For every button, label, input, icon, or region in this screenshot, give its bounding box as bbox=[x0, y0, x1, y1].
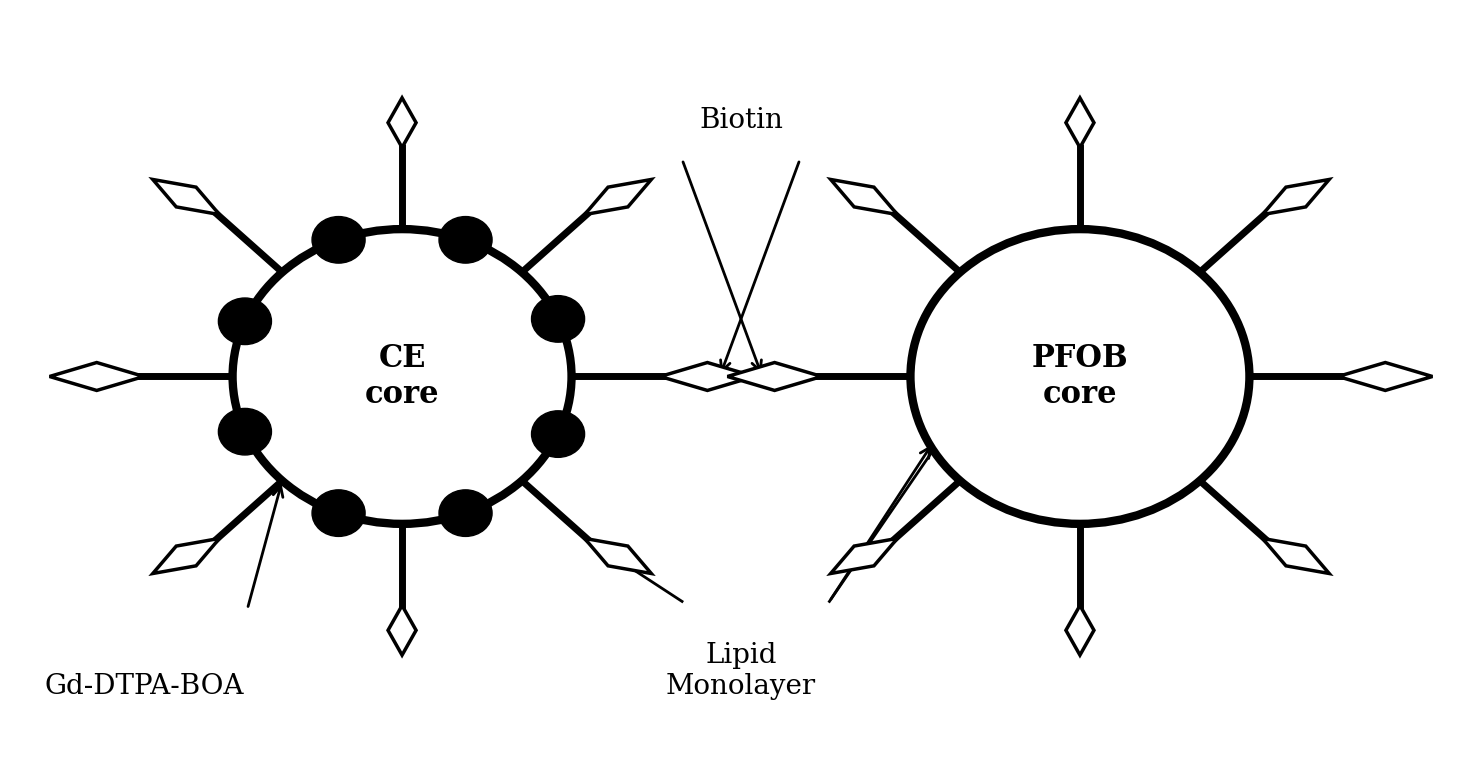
Ellipse shape bbox=[532, 411, 584, 457]
Polygon shape bbox=[49, 362, 144, 390]
Ellipse shape bbox=[218, 408, 271, 455]
Polygon shape bbox=[831, 180, 898, 215]
Ellipse shape bbox=[439, 490, 492, 536]
Ellipse shape bbox=[313, 216, 365, 263]
Ellipse shape bbox=[910, 229, 1249, 524]
Polygon shape bbox=[388, 605, 416, 655]
Text: PFOB
core: PFOB core bbox=[1031, 343, 1128, 410]
Ellipse shape bbox=[313, 490, 365, 536]
Text: Gd-DTPA-BOA: Gd-DTPA-BOA bbox=[44, 673, 245, 700]
Polygon shape bbox=[1263, 180, 1329, 215]
Ellipse shape bbox=[439, 216, 492, 263]
Ellipse shape bbox=[532, 296, 584, 342]
Polygon shape bbox=[584, 539, 651, 574]
Polygon shape bbox=[661, 362, 754, 390]
Polygon shape bbox=[728, 362, 821, 390]
Polygon shape bbox=[1338, 362, 1433, 390]
Polygon shape bbox=[831, 539, 898, 574]
Text: Biotin: Biotin bbox=[700, 107, 782, 134]
Polygon shape bbox=[153, 180, 219, 215]
Text: Lipid
Monolayer: Lipid Monolayer bbox=[665, 642, 817, 700]
Polygon shape bbox=[1263, 539, 1329, 574]
Ellipse shape bbox=[218, 298, 271, 344]
Polygon shape bbox=[584, 180, 651, 215]
Polygon shape bbox=[388, 98, 416, 147]
Polygon shape bbox=[1066, 605, 1094, 655]
Polygon shape bbox=[1066, 98, 1094, 147]
Ellipse shape bbox=[233, 229, 572, 524]
Text: CE
core: CE core bbox=[365, 343, 439, 410]
Polygon shape bbox=[153, 539, 219, 574]
